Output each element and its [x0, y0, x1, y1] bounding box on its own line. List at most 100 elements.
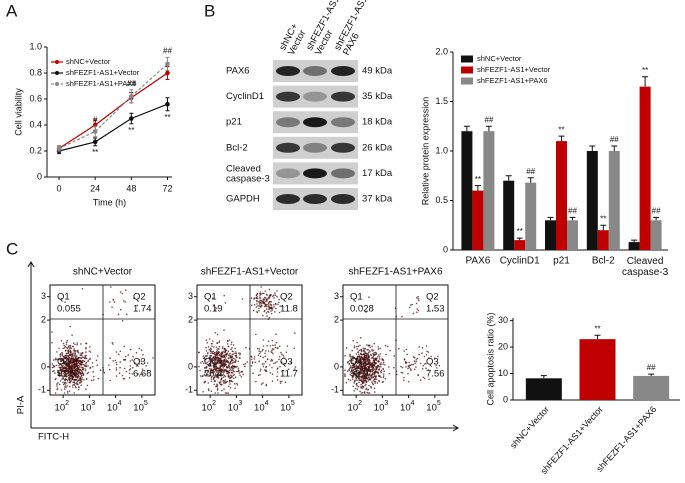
flow-event: [66, 385, 68, 387]
flow-event: [355, 358, 357, 360]
flow-event: [54, 357, 57, 359]
flow-event: [79, 373, 81, 375]
flow-event: [77, 352, 80, 354]
flow-event: [62, 357, 65, 360]
flow-x-tick-base: 10: [374, 403, 385, 414]
significance-label: ##: [647, 363, 656, 372]
flow-event: [87, 365, 89, 367]
flow-event: [277, 347, 279, 349]
flow-event: [270, 351, 273, 353]
flow-event: [348, 363, 351, 365]
flow-event: [258, 350, 261, 352]
flow-event: [293, 347, 296, 350]
flow-event: [235, 351, 237, 353]
flow-event: [216, 361, 218, 364]
flow-event: [363, 371, 365, 374]
error-bar: [540, 375, 547, 379]
flow-event: [253, 356, 256, 358]
flow-event: [115, 363, 118, 366]
flow-event: [294, 332, 296, 334]
flow-event: [406, 353, 408, 356]
flow-event: [83, 363, 85, 366]
flow-event: [264, 360, 267, 363]
flow-event: [112, 299, 115, 301]
flow-event: [224, 353, 227, 356]
flow-event: [365, 370, 368, 373]
flow-event: [357, 367, 360, 370]
flow-event: [271, 373, 274, 376]
flow-event: [233, 361, 236, 363]
flow-event: [353, 356, 356, 359]
flow-event: [59, 368, 62, 371]
flow-event: [54, 372, 56, 374]
data-point: [92, 129, 98, 134]
flow-event: [360, 355, 363, 358]
flow-event: [231, 369, 234, 371]
flow-event: [250, 358, 253, 361]
flow-event: [271, 295, 274, 298]
flow-event: [293, 368, 296, 370]
flow-event: [349, 355, 352, 358]
flow-event: [275, 333, 277, 335]
flow-event: [123, 358, 126, 361]
flow-event: [264, 350, 267, 352]
flow-event: [264, 352, 266, 355]
blot-band: [331, 66, 355, 76]
axis: [46, 47, 172, 178]
flow-event: [119, 291, 122, 293]
flow-event: [274, 344, 276, 346]
flow-event: [214, 362, 216, 364]
quadrant-value: 6.68: [133, 369, 152, 380]
flow-event: [417, 374, 419, 376]
blot-band: [276, 194, 300, 204]
flow-event: [403, 358, 406, 360]
flow-event: [389, 349, 391, 352]
flow-event: [75, 360, 77, 363]
flow-event: [294, 366, 297, 368]
flow-event: [81, 356, 83, 358]
flow-event: [91, 362, 94, 364]
flow-event: [408, 361, 411, 364]
flow-event: [53, 359, 55, 361]
flow-event: [137, 373, 140, 375]
flow-event: [232, 374, 235, 377]
blot-band: [331, 194, 355, 204]
bar: [461, 131, 473, 250]
flow-event: [244, 362, 247, 365]
flow-event: [131, 366, 134, 369]
flow-event: [129, 365, 132, 367]
flow-event: [81, 288, 84, 290]
flow-event: [404, 361, 407, 363]
flow-event: [65, 341, 68, 344]
flow-event: [364, 375, 366, 378]
flow-event: [57, 382, 59, 384]
flow-event: [119, 308, 122, 311]
flow-event: [228, 339, 231, 341]
flow-event: [72, 354, 74, 356]
flow-event: [81, 359, 84, 362]
flow-event: [372, 349, 375, 352]
flow-event: [140, 360, 143, 362]
flow-event: [273, 311, 276, 313]
flow-event: [78, 360, 80, 363]
flow-event: [368, 369, 370, 371]
flow-event: [407, 372, 409, 375]
flow-event: [229, 383, 231, 385]
flow-event: [382, 363, 384, 366]
flow-event: [199, 369, 201, 372]
flow-event: [122, 300, 125, 302]
flow-event: [109, 379, 112, 382]
flow-y-tick-label: 2: [188, 314, 193, 324]
flow-event: [124, 301, 126, 303]
legend-label: shFEZF1-AS1+PAX6: [66, 79, 137, 88]
flow-event: [85, 342, 88, 345]
flow-event: [51, 366, 54, 369]
flow-event: [354, 362, 357, 364]
flow-event: [255, 294, 258, 297]
flow-event: [373, 359, 376, 362]
flow-event: [245, 346, 247, 349]
flow-event: [230, 371, 233, 374]
flow-event: [256, 297, 259, 300]
flow-event: [427, 351, 430, 353]
flow-event: [211, 340, 214, 342]
